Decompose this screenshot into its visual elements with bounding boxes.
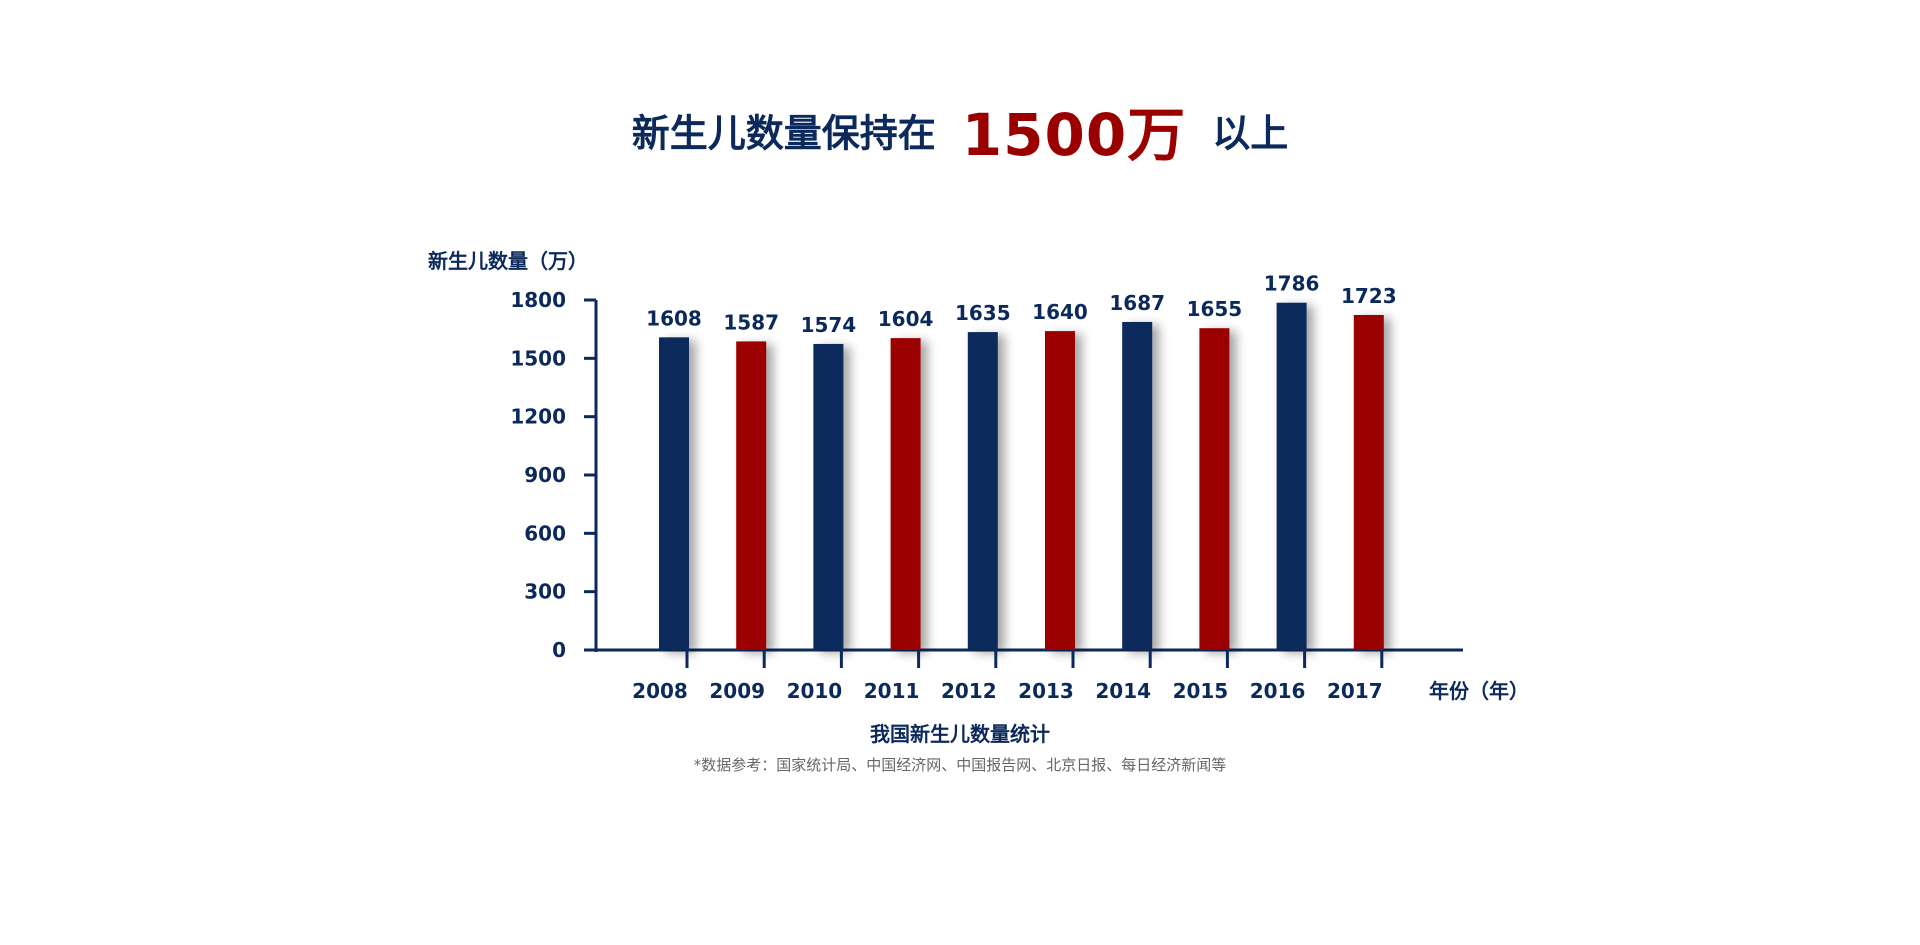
x-tick-label-2012: 2012 [941, 679, 997, 703]
value-label-2011: 1604 [878, 307, 934, 331]
bar-2008 [659, 337, 689, 650]
value-label-2016: 1786 [1264, 272, 1320, 296]
y-tick-label: 1200 [510, 405, 566, 429]
bar-2011 [890, 338, 921, 650]
bars: 1608 2008 1587 2009 1574 2010 1604 2011 1635 2012… [632, 272, 1396, 703]
value-label-2010: 1574 [801, 313, 857, 337]
x-tick-label-2013: 2013 [1018, 679, 1074, 703]
y-tick-label: 1500 [510, 346, 566, 370]
x-tick-label-2017: 2017 [1327, 679, 1383, 703]
x-tick-label-2011: 2011 [864, 679, 920, 703]
headline-suffix: 以上 [1212, 111, 1289, 156]
value-label-2008: 1608 [646, 306, 702, 330]
headline-highlight: 1500万 [961, 101, 1187, 169]
x-tick-label-2009: 2009 [709, 679, 765, 703]
y-tick-label: 0 [552, 638, 566, 662]
bar-2012 [967, 332, 998, 650]
bar-2010 [813, 343, 844, 650]
bar-2017 [1353, 314, 1384, 650]
x-axis-label: 年份（年） [1429, 679, 1529, 703]
value-label-2009: 1587 [723, 310, 779, 334]
bar-2009 [736, 341, 767, 650]
headline-prefix: 新生儿数量保持在 [631, 111, 936, 156]
bar-2014 [1122, 321, 1153, 650]
y-tick-label: 300 [524, 580, 566, 604]
headline: 新生儿数量保持在 1500万 以上 [0, 88, 1920, 172]
chart-caption: 我国新生儿数量统计 [870, 722, 1050, 746]
value-label-2014: 1687 [1109, 291, 1165, 315]
y-ticks: 0 300 600 900 1200 1500 1800 [510, 288, 596, 662]
x-tick-label-2014: 2014 [1095, 679, 1151, 703]
value-label-2013: 1640 [1032, 300, 1088, 324]
x-tick-label-2010: 2010 [787, 679, 843, 703]
x-tick-label-2016: 2016 [1250, 679, 1306, 703]
y-tick-label: 900 [524, 463, 566, 487]
source-note: *数据参考：国家统计局、中国经济网、中国报告网、北京日报、每日经济新闻等 [693, 756, 1227, 774]
bar-2013 [1045, 331, 1075, 650]
bar-2016 [1276, 302, 1307, 650]
value-label-2017: 1723 [1341, 284, 1397, 308]
y-tick-label: 1800 [510, 288, 566, 312]
x-tick-label-2015: 2015 [1173, 679, 1229, 703]
x-tick-label-2008: 2008 [632, 679, 688, 703]
value-label-2012: 1635 [955, 301, 1011, 325]
bar-2015 [1199, 328, 1230, 650]
y-axis-label: 新生儿数量（万） [428, 249, 588, 273]
y-tick-label: 600 [524, 521, 566, 545]
value-label-2015: 1655 [1187, 297, 1243, 321]
